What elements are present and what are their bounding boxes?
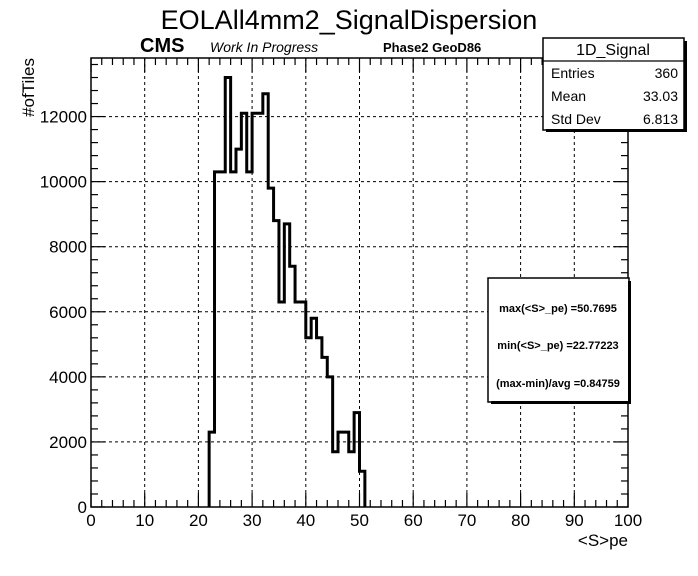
cms-label: CMS <box>140 35 184 57</box>
y-tick-label: 10000 <box>40 173 87 192</box>
work-in-progress-label: Work In Progress <box>210 39 318 55</box>
stats-entries-value: 360 <box>655 65 679 81</box>
stats-stddev-label: Std Dev <box>551 111 601 127</box>
axis-ticks <box>90 58 629 508</box>
info-min-line: min(<S>_pe) =22.77223 <box>497 340 618 352</box>
stats-box-title: 1D_Signal <box>576 42 650 59</box>
histogram-bin <box>268 188 273 507</box>
stats-entries-label: Entries <box>551 65 595 81</box>
histogram-series-line <box>207 76 367 507</box>
x-tick-label: 40 <box>296 511 315 530</box>
y-tick-label: 4000 <box>49 368 87 387</box>
x-tick-label: 10 <box>135 511 154 530</box>
x-axis-title: <S>pe <box>578 531 628 550</box>
x-tick-label: 90 <box>565 511 584 530</box>
histogram-bins <box>209 78 365 507</box>
info-ratio-line: (max-min)/avg =0.84759 <box>496 378 620 390</box>
stats-mean-value: 33.03 <box>643 88 678 104</box>
histogram-bin <box>322 357 327 507</box>
info-max-line: max(<S>_pe) =50.7695 <box>499 303 617 315</box>
x-tick-labels: 0 10 20 30 40 50 60 70 80 90 100 <box>86 511 642 530</box>
x-tick-label: 30 <box>243 511 262 530</box>
x-tick-label: 60 <box>404 511 423 530</box>
x-tick-label: 0 <box>86 511 95 530</box>
y-tick-label: 2000 <box>49 433 87 452</box>
y-tick-label: 12000 <box>40 108 87 127</box>
histogram-bin <box>231 172 236 507</box>
x-tick-label: 100 <box>614 511 642 530</box>
histogram-bin <box>306 338 311 507</box>
histogram-bin <box>295 302 300 507</box>
chart-title: EOLAll4mm2_SignalDispersion <box>161 5 538 35</box>
histogram-bin <box>333 452 338 507</box>
histogram-bin <box>236 149 241 507</box>
histogram-bin <box>311 318 316 507</box>
histogram-bin <box>257 113 262 507</box>
x-tick-label: 70 <box>457 511 476 530</box>
x-tick-label: 80 <box>511 511 530 530</box>
histogram-bin <box>317 338 322 507</box>
stats-stddev-value: 6.813 <box>643 111 678 127</box>
info-box: max(<S>_pe) =50.7695 min(<S>_pe) =22.772… <box>487 277 631 404</box>
y-tick-label: 8000 <box>49 238 87 257</box>
histogram-bin <box>247 172 252 507</box>
y-tick-labels: 0 2000 4000 6000 8000 10000 12000 <box>40 108 87 517</box>
y-tick-label: 0 <box>78 498 87 517</box>
x-tick-label: 20 <box>189 511 208 530</box>
histogram-bin <box>220 172 225 507</box>
geometry-label: Phase2 GeoD86 <box>383 40 481 55</box>
y-axis-title: #ofTiles <box>19 58 38 117</box>
stats-mean-label: Mean <box>551 88 586 104</box>
y-tick-label: 6000 <box>49 303 87 322</box>
x-tick-label: 50 <box>350 511 369 530</box>
histogram-bin <box>349 452 354 507</box>
stats-box: 1D_Signal Entries 360 Mean 33.03 Std Dev… <box>542 37 687 132</box>
histogram-bin <box>279 302 284 507</box>
